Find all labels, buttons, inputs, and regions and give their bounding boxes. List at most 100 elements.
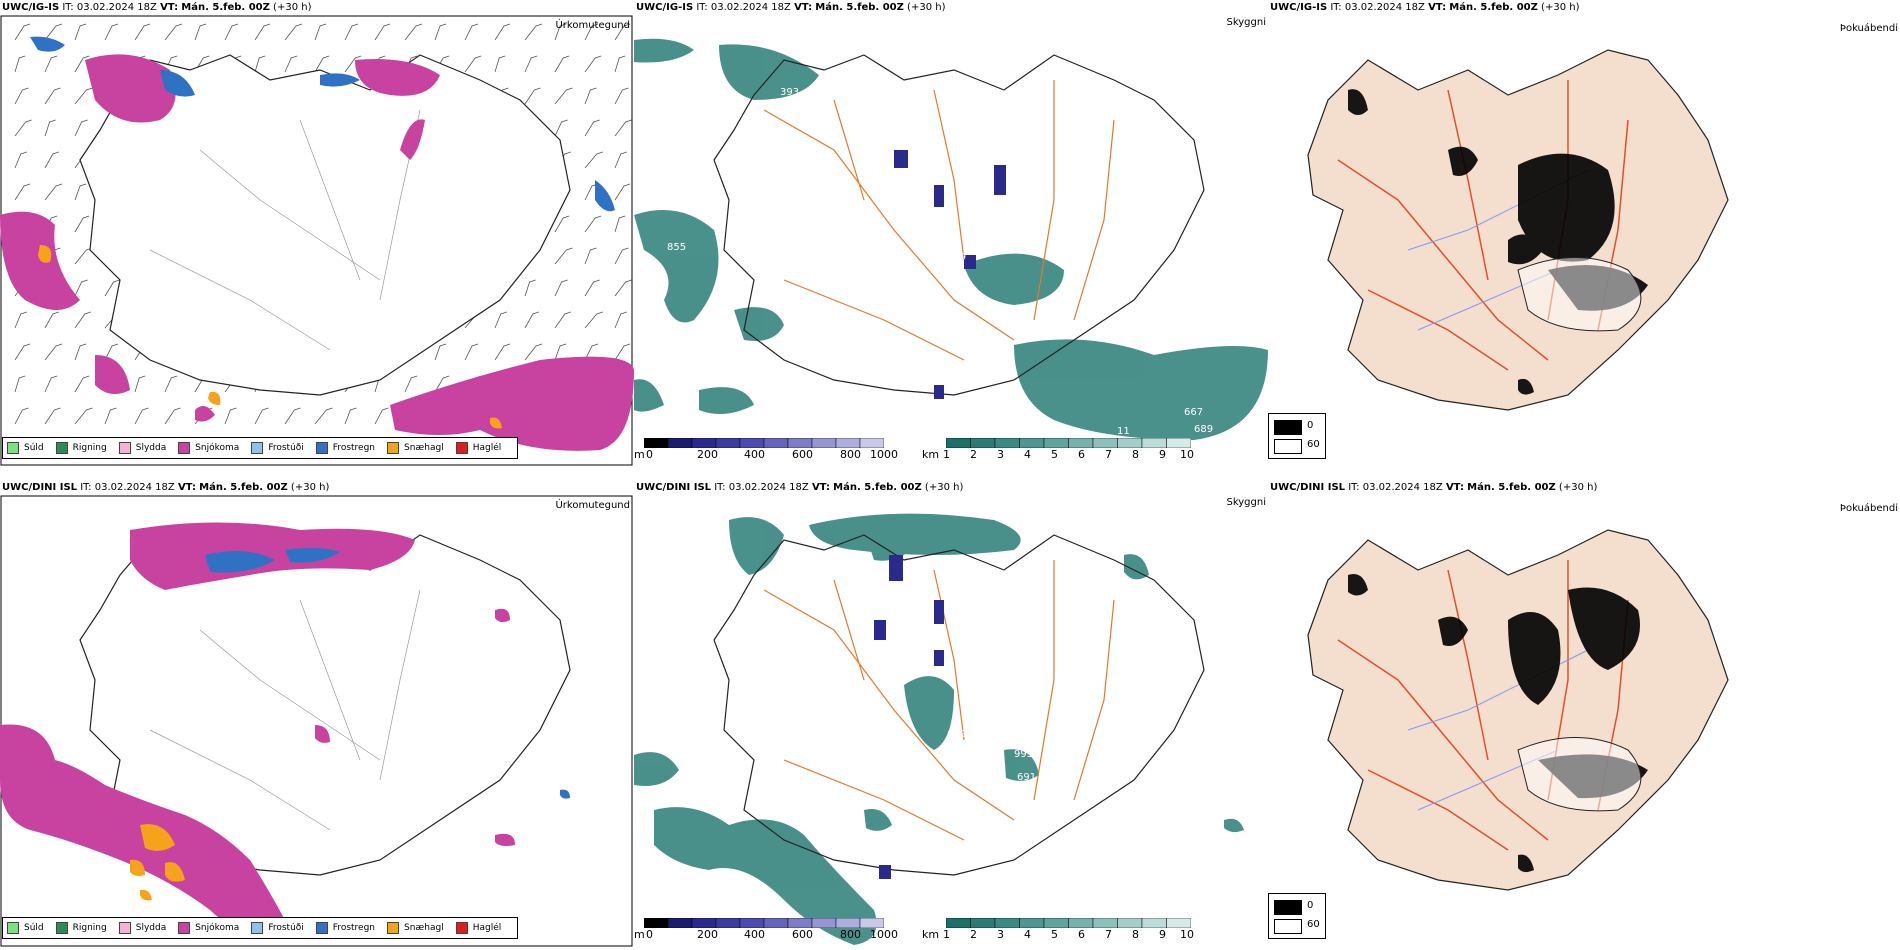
- colorbar-tick: 9: [1159, 928, 1166, 941]
- snow-pellet-areas: [130, 824, 185, 901]
- wind-barb: [554, 119, 568, 137]
- vis-label: 109: [947, 252, 966, 263]
- wind-barb: [164, 375, 178, 393]
- colorbar-tick: 600: [792, 448, 813, 461]
- colorbar-tick: 2: [970, 928, 977, 941]
- wind-barb: [134, 407, 149, 425]
- colorbar-tick: 6: [1078, 448, 1085, 461]
- legend-item-snow-pellets: Snæhagl: [387, 442, 444, 454]
- legend-item-sleet: Slydda: [118, 442, 166, 454]
- colorbar-swatch: [1092, 918, 1118, 928]
- snow-areas: [0, 54, 634, 451]
- visibility-value-labels: 393 855 953 109 667 689 11: [667, 87, 1213, 437]
- legend-swatch: [455, 442, 468, 454]
- colorbar-swatch: [715, 438, 741, 448]
- legend-swatch: [455, 922, 468, 934]
- wind-barb: [14, 183, 31, 201]
- wind-barb: [554, 215, 570, 233]
- wind-barb: [314, 407, 333, 425]
- colorbar-tick: 400: [744, 448, 765, 461]
- wind-barb: [74, 87, 93, 105]
- wind-barb: [434, 343, 447, 361]
- colorbar-swatch: [1141, 918, 1167, 928]
- wind-barb: [524, 343, 543, 361]
- fog-legend: 0 60: [1268, 893, 1326, 939]
- wind-barb: [74, 279, 88, 297]
- legend-swatch: [55, 442, 68, 454]
- colorbar-unit: km: [922, 928, 940, 941]
- wind-barb: [14, 151, 27, 169]
- fog-legend-label: 60: [1307, 439, 1320, 450]
- colorbar-tick: 7: [1105, 928, 1112, 941]
- legend-item-rain: Rigning: [55, 922, 107, 934]
- wind-barb: [224, 407, 237, 425]
- colorbar-tick: 200: [697, 928, 718, 941]
- fog-indicator-panel-top: UWC/IG-IS IT: 03.02.2024 18Z VT: Mán. 5.…: [1268, 0, 1900, 468]
- freezing-rain-areas: [30, 36, 615, 212]
- wind-barb: [284, 407, 301, 425]
- colorbar-swatch: [763, 438, 789, 448]
- panel-header: UWC/DINI ISL IT: 03.02.2024 18Z VT: Mán.…: [2, 482, 330, 493]
- wind-barb: [14, 23, 31, 41]
- colorbar-tick: 4: [1024, 928, 1031, 941]
- visibility-map: 330 679 995 691 30 472: [634, 513, 1244, 945]
- wind-barb: [374, 407, 389, 425]
- legend-item-snow: Snjókoma: [178, 442, 239, 454]
- colorbar-tick: 200: [697, 448, 718, 461]
- wind-barb: [74, 215, 90, 233]
- wind-barb: [464, 343, 479, 361]
- vis-label: 953: [734, 362, 753, 373]
- colorbar-tick: 4: [1024, 448, 1031, 461]
- wind-barb: [314, 55, 330, 73]
- vis-label: 995: [1014, 749, 1033, 760]
- wind-barb: [614, 55, 626, 73]
- visibility-m-areas: [874, 555, 944, 879]
- visibility-panel-top: UWC/IG-IS IT: 03.02.2024 18Z VT: Mán. 5.…: [634, 0, 1268, 468]
- panel-header: UWC/IG-IS IT: 03.02.2024 18Z VT: Mán. 5.…: [2, 2, 312, 13]
- wind-barb: [614, 279, 632, 297]
- colorbar-tick: 8: [1132, 928, 1139, 941]
- visibility-panel-bottom: UWC/DINI ISL IT: 03.02.2024 18Z VT: Mán.…: [634, 480, 1268, 950]
- colorbar-swatch: [1043, 918, 1069, 928]
- rivers: [149, 589, 421, 831]
- wind-barb: [554, 311, 571, 329]
- panel-title: Úrkomutegund: [555, 500, 630, 511]
- panel-title: Þokuábendi: [1839, 503, 1898, 514]
- colorbar-swatch: [644, 438, 669, 448]
- wind-barb: [44, 23, 63, 41]
- legend-swatch: [387, 922, 400, 934]
- fog-legend-label: 60: [1307, 919, 1320, 930]
- colorbar-tick: 10: [1180, 448, 1194, 461]
- wind-barb: [44, 183, 63, 201]
- wind-barb: [614, 311, 627, 329]
- colorbar-swatch: [1019, 438, 1045, 448]
- colorbar-swatch: [1117, 918, 1143, 928]
- panel-header: UWC/DINI ISL IT: 03.02.2024 18Z VT: Mán.…: [1270, 482, 1598, 493]
- wind-barb: [614, 119, 632, 137]
- legend-item-hail: Haglél: [455, 922, 501, 934]
- fog-legend-label: 0: [1307, 900, 1314, 911]
- colorbar-m-swatches: [644, 438, 884, 448]
- wind-barb: [14, 311, 27, 329]
- colorbar-swatch: [787, 438, 813, 448]
- wind-barb: [74, 311, 91, 329]
- rivers: [149, 109, 421, 351]
- colorbar-tick: 7: [1105, 448, 1112, 461]
- iceland-land: [1307, 529, 1729, 891]
- precip-map: [0, 495, 633, 947]
- colorbar-swatch: [946, 918, 971, 928]
- legend-item-rain: Rigning: [55, 442, 107, 454]
- freezing-rain-areas: [205, 547, 570, 799]
- vis-label: 472: [794, 585, 813, 596]
- colorbar-swatch: [970, 438, 996, 448]
- panel-title: Skyggni: [1226, 497, 1266, 508]
- colorbar-swatch: [946, 438, 971, 448]
- colorbar-swatch: [1166, 918, 1191, 928]
- roads: [763, 80, 1115, 361]
- colorbar-swatch: [1092, 438, 1118, 448]
- wind-barb: [14, 87, 29, 105]
- visibility-km-areas: [634, 38, 1268, 440]
- colorbar-tick: 600: [792, 928, 813, 941]
- wind-barb: [494, 311, 507, 329]
- visibility-km-areas: [634, 513, 1244, 945]
